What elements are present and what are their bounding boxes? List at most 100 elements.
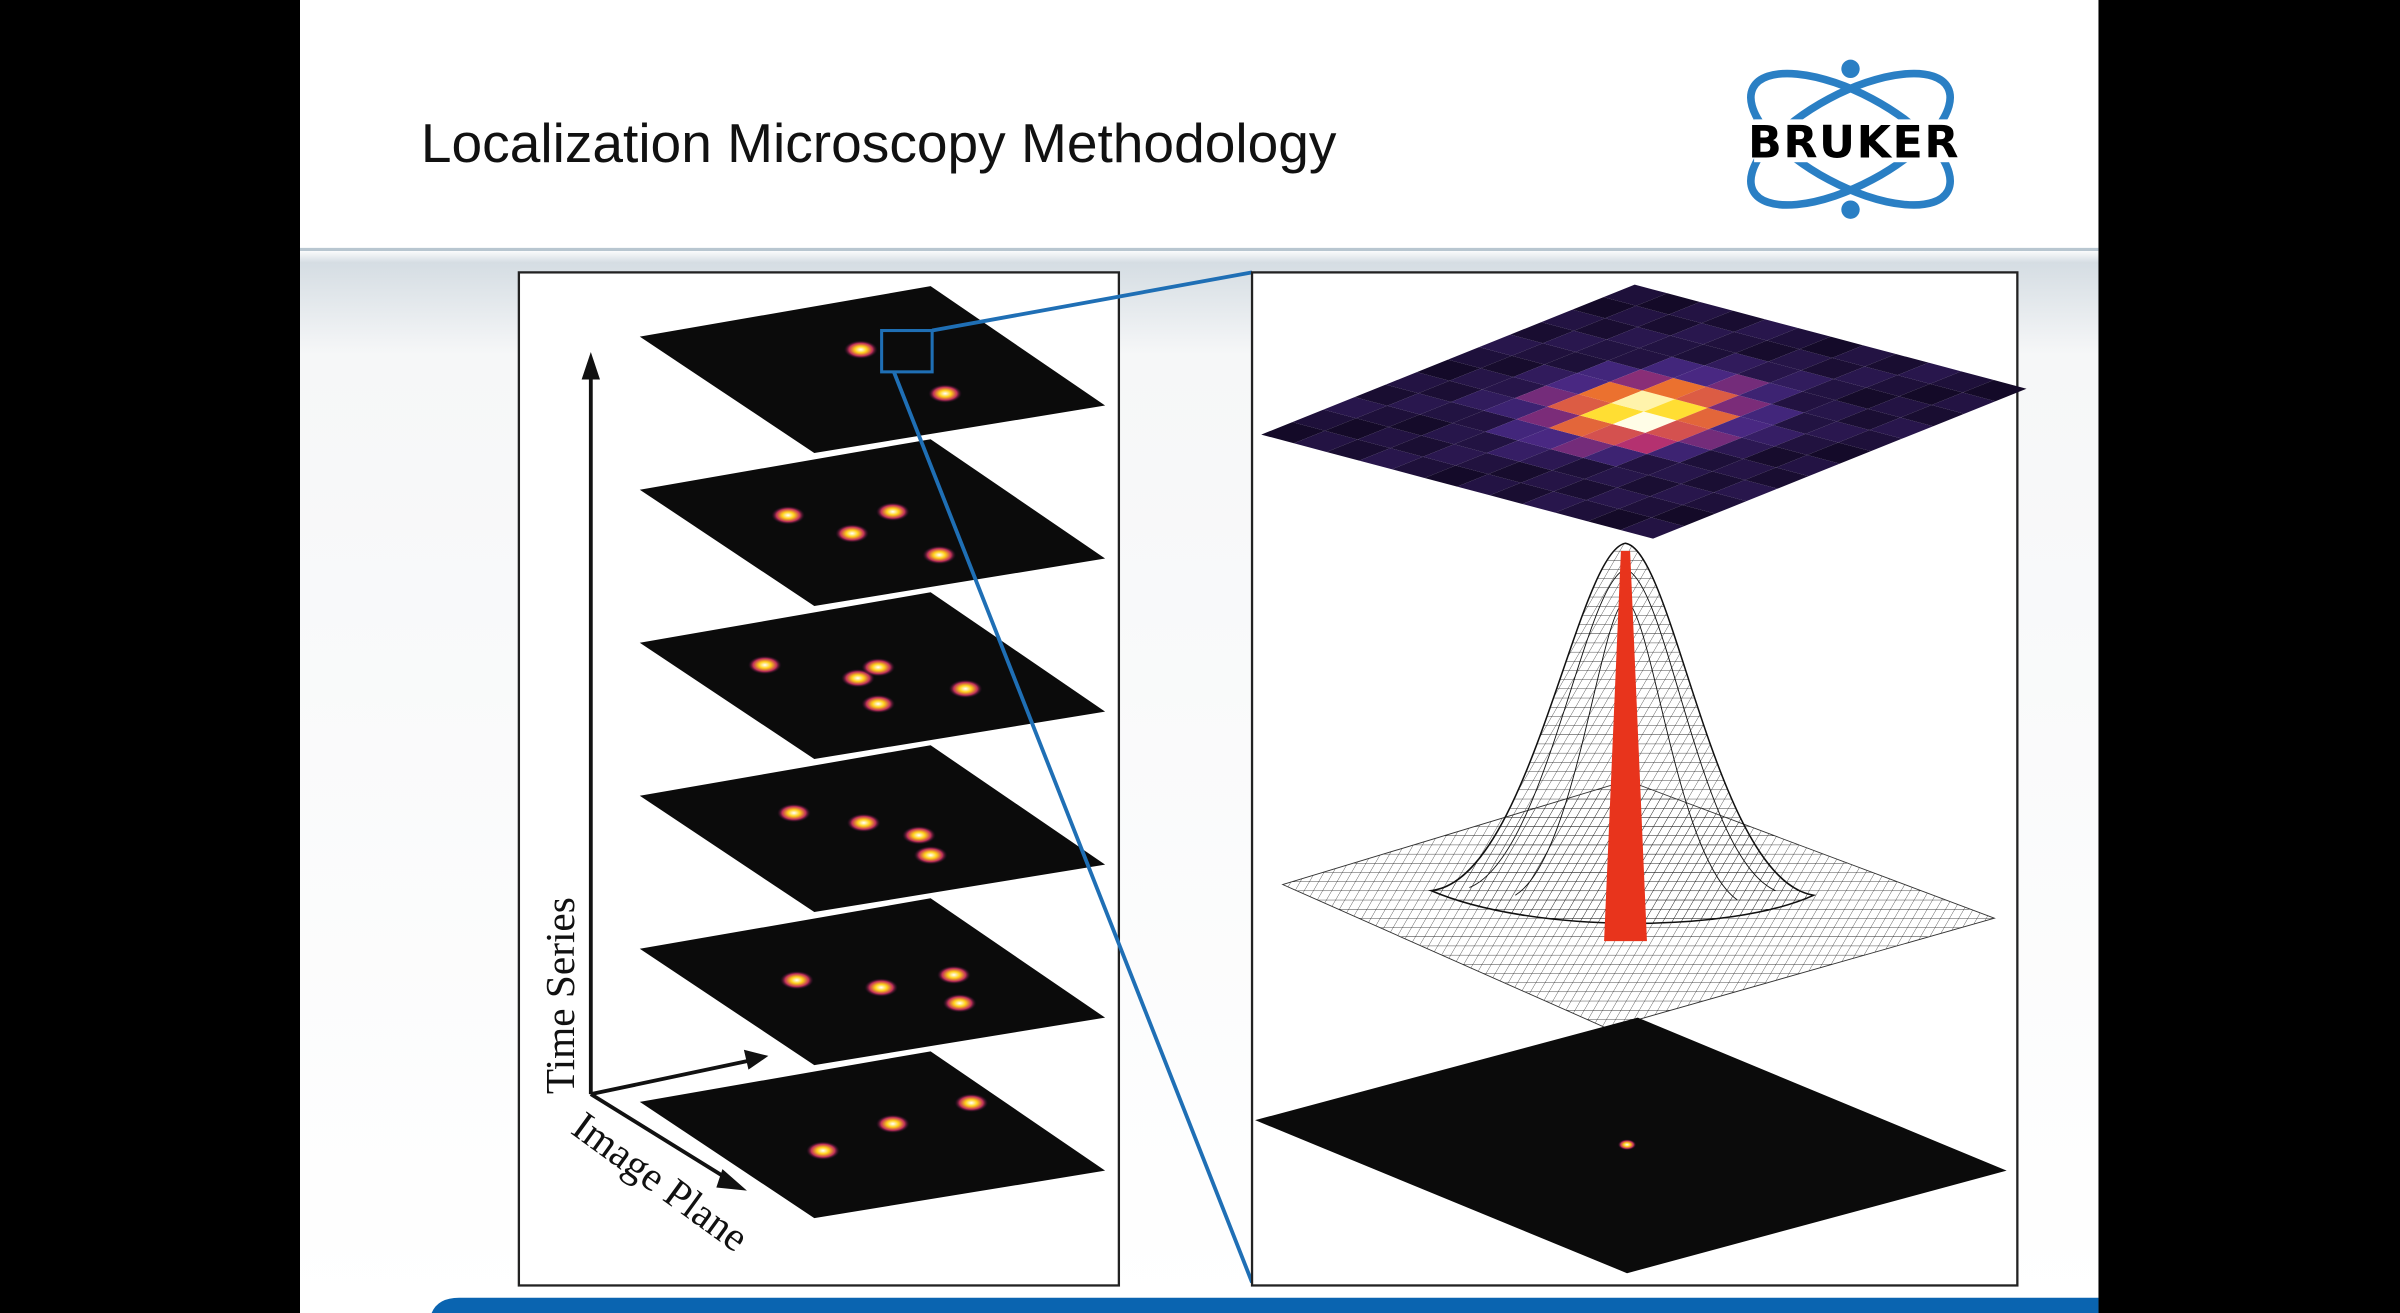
heatmap-pixel: [1451, 389, 1515, 411]
heatmap-pixel: [1449, 368, 1514, 390]
arrow-up-icon: [581, 351, 600, 380]
heatmap-pixel: [1712, 458, 1777, 481]
image-frame: [639, 286, 1106, 453]
heatmap-pixel: [1805, 421, 1870, 443]
heatmap-pixel: [1743, 446, 1808, 468]
heatmap-pixel: [1611, 390, 1676, 412]
heatmap-pixel: [1359, 448, 1423, 470]
logo-text: BRUKER: [1748, 118, 1960, 169]
fluorophore-spot: [942, 994, 977, 1013]
fluorophore-spot: [806, 1141, 840, 1160]
heatmap-pixel: [1740, 404, 1805, 426]
heatmap-pixel: [1771, 391, 1836, 413]
heatmap-pixel: [1612, 411, 1677, 433]
heatmap-pixel: [1681, 471, 1745, 493]
heatmap-pixel: [1671, 344, 1736, 366]
fluorophore-spot: [948, 679, 983, 698]
heatmap-pixel: [1482, 376, 1546, 399]
heatmap-pixel: [1578, 381, 1643, 403]
heatmap-pixel: [1605, 305, 1669, 327]
heatmap-pixel: [1548, 415, 1613, 437]
heatmap-pixel: [1869, 417, 1934, 439]
heatmap-pixel: [1675, 386, 1739, 408]
heatmap-pixel: [1522, 491, 1587, 513]
localized-point: [1617, 1139, 1637, 1151]
heatmap-pixel: [1418, 380, 1483, 402]
reconstructed-plane: [1255, 1017, 2007, 1274]
heatmap-pixel: [1609, 369, 1674, 391]
heatmap-pixel: [1866, 375, 1931, 397]
heatmap-pixel: [1421, 423, 1486, 445]
heatmap-pixel: [1479, 334, 1543, 356]
heatmap-pixel: [1606, 326, 1671, 349]
heatmap-pixel: [1615, 453, 1680, 476]
heatmap-pixel: [1581, 424, 1646, 446]
heatmap-pixel: [1388, 414, 1453, 436]
heatmap-pixel: [1541, 309, 1606, 331]
heatmap-pixel: [1552, 457, 1616, 479]
heatmap-pixel: [1799, 336, 1864, 358]
heatmap-pixel: [1833, 366, 1898, 388]
heatmap-pixel: [1387, 393, 1452, 415]
bruker-logo: BRUKER: [1747, 59, 2045, 219]
heatmap-pixel: [1586, 487, 1650, 509]
heatmap-pixel: [1737, 361, 1802, 383]
heatmap-pixel: [1707, 395, 1772, 417]
arrow-diag-icon: [716, 1169, 747, 1191]
fluorophore-spot: [771, 506, 805, 525]
heatmap-pixel: [1734, 319, 1798, 341]
heatmap-pixel: [1836, 408, 1901, 431]
heatmap-pixel: [1864, 354, 1929, 376]
heatmap-pixel: [1511, 343, 1576, 365]
heatmap-pixel: [1962, 380, 2027, 402]
heatmap-pixel: [1713, 480, 1778, 502]
localization-peak: [1604, 550, 1647, 942]
heatmap-pixel: [1776, 455, 1840, 477]
heatmap-pixel: [1608, 348, 1672, 370]
heatmap-pixel: [1679, 450, 1744, 472]
fluorophore-spot: [843, 340, 878, 359]
heatmap-pixel: [1930, 371, 1994, 393]
heatmap-pixel: [1646, 441, 1711, 463]
fluorophore-spot: [748, 655, 782, 675]
heatmap-pixel: [1838, 430, 1903, 452]
heatmap-pixel: [1774, 433, 1839, 456]
heatmap-pixel: [1510, 322, 1574, 344]
heatmap-pixel: [1651, 505, 1716, 527]
heatmap-pixel: [1452, 410, 1517, 432]
heatmap-pixel: [1650, 483, 1714, 505]
heatmap-pixel: [1292, 409, 1357, 431]
heatmap-pixel: [1454, 431, 1518, 453]
heatmap-pixel: [1832, 345, 1896, 367]
heatmap-pixel: [1323, 397, 1388, 419]
heatmap-pixel: [1293, 430, 1358, 452]
heatmap-pixel: [1514, 385, 1579, 407]
heatmap-pixel: [1572, 297, 1637, 319]
image-frame: [639, 439, 1106, 606]
heatmap-pixel: [1835, 387, 1899, 409]
heatmap-pixel: [1897, 362, 1962, 384]
heatmap-pixel: [1385, 372, 1450, 394]
fluorophore-spot: [779, 970, 814, 990]
heatmap-pixel: [1390, 435, 1455, 457]
fluorophore-spot: [875, 1114, 910, 1134]
heatmap-pixel: [1326, 439, 1391, 461]
heatmap-pixel: [1457, 474, 1521, 496]
heatmap-pixel: [1673, 365, 1738, 387]
heatmap-pixel: [1584, 466, 1649, 488]
fluorophore-spot: [954, 1093, 989, 1113]
heatmap-pixel: [1636, 293, 1700, 315]
heatmap-pixel: [1550, 436, 1615, 458]
heatmap-pixel: [1678, 428, 1742, 451]
heatmap-pixel: [1710, 437, 1775, 459]
heatmap-pixel: [1804, 400, 1868, 422]
heatmap-pixel: [1580, 402, 1644, 425]
heatmap-pixel: [1682, 492, 1747, 514]
heatmap-pixel: [1768, 349, 1833, 371]
heatmap-pixel: [1488, 461, 1553, 483]
heatmap-pixel: [1617, 475, 1682, 497]
heatmap-pixel: [1356, 405, 1420, 427]
heatmap-pixel: [1261, 422, 1325, 444]
heatmap-pixel: [1575, 339, 1640, 361]
heatmap-pixel: [1645, 420, 1710, 442]
